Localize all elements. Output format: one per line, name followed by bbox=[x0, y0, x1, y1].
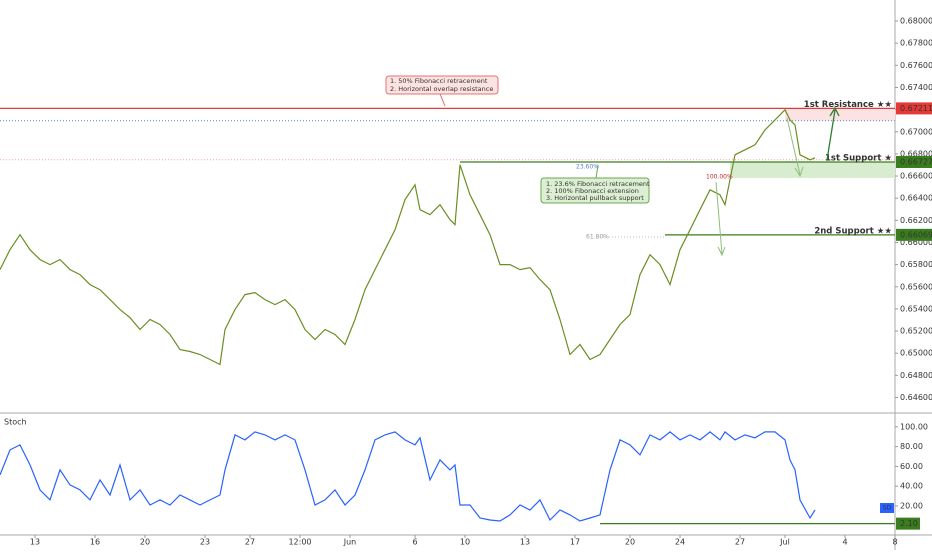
y2-tick-label: 20.00 bbox=[900, 501, 923, 510]
y2-tick-label: 40.00 bbox=[900, 482, 923, 491]
x-tick-label: 20 bbox=[625, 538, 635, 547]
annotation-box bbox=[385, 75, 499, 95]
level-name: 1st Resistance ★★ bbox=[804, 100, 893, 110]
annotation-line: 2. 100% Fibonacci extension bbox=[546, 187, 639, 195]
series-tag bbox=[880, 503, 894, 513]
x-tick-label: 24 bbox=[675, 538, 685, 547]
y2-tick-label: 100.00 bbox=[900, 422, 928, 431]
fib-label: 100.00% bbox=[706, 174, 733, 181]
arrow bbox=[715, 181, 726, 257]
zone bbox=[730, 161, 895, 178]
x-tick-label: 10 bbox=[460, 538, 470, 547]
price-tag bbox=[896, 102, 932, 115]
y-tick-label: 0.66000 bbox=[900, 238, 932, 247]
annotation-line: 2. Horizontal overlap resistance bbox=[390, 85, 493, 93]
y-tick-label: 0.64600 bbox=[900, 393, 932, 402]
level-name: 2nd Support ★★ bbox=[814, 226, 892, 236]
x-tick-label: 17 bbox=[570, 538, 580, 547]
x-tick-label: 16 bbox=[90, 538, 100, 547]
price-tag-label: 0.67211 bbox=[900, 104, 932, 113]
series-line bbox=[0, 108, 816, 366]
y-tick-label: 0.66200 bbox=[900, 216, 932, 225]
annotation-pointer bbox=[595, 164, 599, 179]
x-tick-label: 4 bbox=[842, 538, 847, 547]
y-tick-label: 0.67000 bbox=[900, 127, 932, 136]
y-tick-label: 0.67600 bbox=[900, 61, 932, 70]
x-tick-label: 12:00 bbox=[288, 538, 311, 547]
y-tick-label: 0.65800 bbox=[900, 260, 932, 269]
x-tick-label: 8 bbox=[892, 538, 897, 547]
indicator-label: Stoch bbox=[4, 418, 27, 427]
fib-label: 23.60% bbox=[576, 164, 599, 171]
x-tick-label: Jul bbox=[779, 538, 790, 547]
x-tick-label: 27 bbox=[245, 538, 255, 547]
x-tick-label: 20 bbox=[140, 538, 150, 547]
x-tick-label: 23 bbox=[200, 538, 210, 547]
arrow bbox=[826, 106, 840, 161]
y-tick-label: 0.66800 bbox=[900, 149, 932, 158]
annotation-box bbox=[540, 177, 650, 204]
annotation-pointer bbox=[439, 93, 446, 107]
x-tick-label: 13 bbox=[520, 538, 530, 547]
x-tick-label: 27 bbox=[735, 538, 745, 547]
price-tag-label: 0.66727 bbox=[900, 157, 932, 166]
y-tick-label: 0.67400 bbox=[900, 83, 932, 92]
y-tick-label: 0.65400 bbox=[900, 304, 932, 313]
value-tag-label: 2.10 bbox=[900, 519, 918, 528]
y-tick-label: 0.68000 bbox=[900, 17, 932, 26]
y-tick-label: 0.65000 bbox=[900, 349, 932, 358]
y-tick-label: 0.64800 bbox=[900, 371, 932, 380]
value-tag bbox=[896, 517, 920, 530]
level-name: 1st Support ★ bbox=[825, 153, 892, 163]
annotation-line: 1. 23.6% Fibonacci retracement bbox=[546, 180, 650, 188]
y-tick-label: 0.65200 bbox=[900, 327, 932, 336]
price-tag bbox=[896, 228, 932, 241]
zone bbox=[785, 108, 895, 121]
y-tick-label: 0.66600 bbox=[900, 172, 932, 181]
x-tick-label: Jun bbox=[343, 538, 357, 547]
annotation-line: 3. Horizontal pullback support bbox=[546, 194, 644, 202]
y-tick-label: 0.67800 bbox=[900, 39, 932, 48]
price-tag-label: 0.66069 bbox=[900, 230, 932, 239]
x-tick-label: 6 bbox=[412, 538, 417, 547]
y2-tick-label: 80.00 bbox=[900, 442, 923, 451]
x-tick-label: 13 bbox=[30, 538, 40, 547]
annotation-line: 1. 50% Fibonacci retracement bbox=[390, 77, 488, 85]
series-line bbox=[0, 431, 816, 522]
y2-tick-label: 60.00 bbox=[900, 462, 923, 471]
price-tag bbox=[896, 155, 932, 168]
y-tick-label: 0.66400 bbox=[900, 194, 932, 203]
y-tick-label: 0.65600 bbox=[900, 282, 932, 291]
arrow bbox=[786, 117, 804, 178]
fib-label: 61.80% bbox=[586, 234, 609, 241]
series-tag-label: SD bbox=[883, 505, 892, 512]
